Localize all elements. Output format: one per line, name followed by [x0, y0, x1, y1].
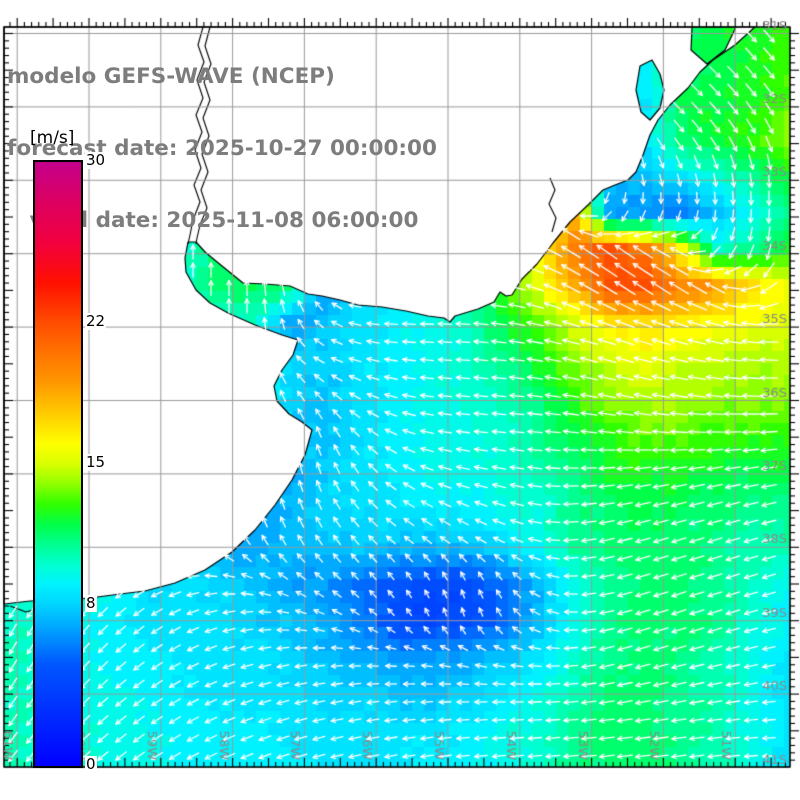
colorbar-tick-label: 0 [85, 755, 97, 773]
colorbar-tick-label: 15 [85, 453, 107, 471]
colorbar-tick-label: 8 [85, 593, 97, 612]
colorbar-gradient [35, 162, 81, 766]
colorbar [33, 160, 83, 768]
colorbar-tick-label: 22 [85, 312, 107, 331]
colorbar-tick-label: 30 [85, 151, 107, 169]
colorbar-unit-label: [m/s] [30, 128, 75, 148]
